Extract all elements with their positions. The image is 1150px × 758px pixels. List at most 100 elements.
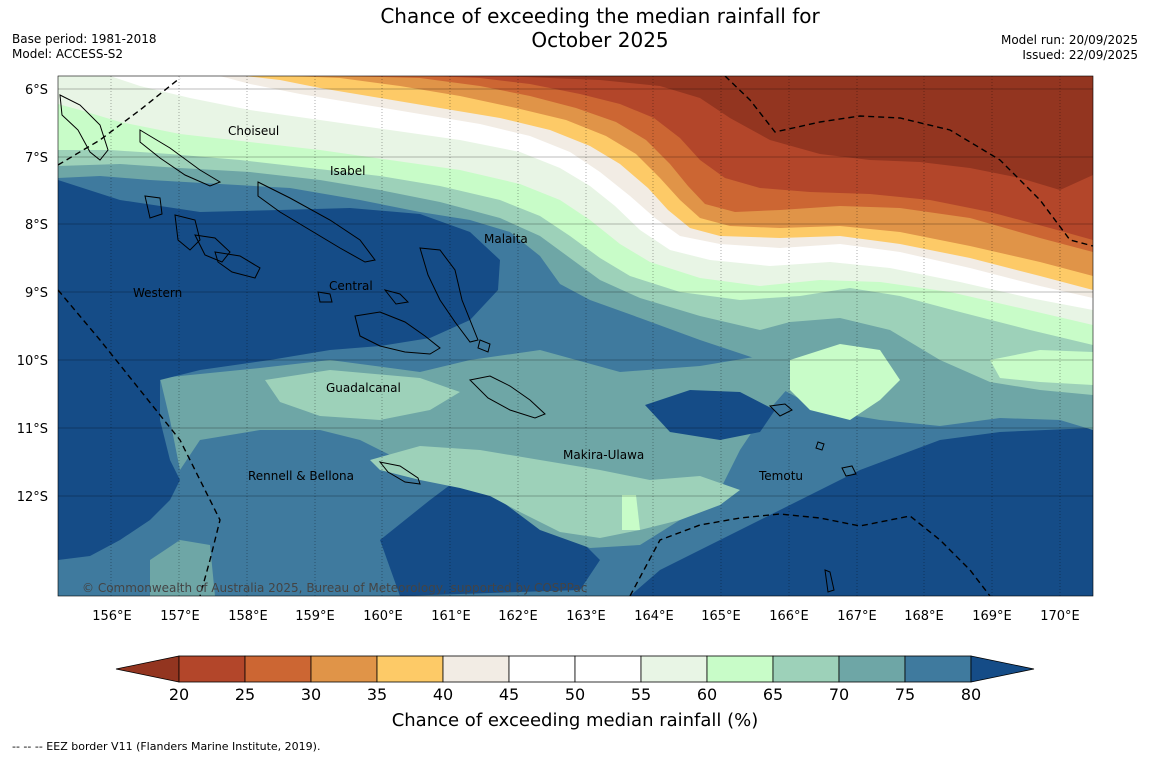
colorbar-segment [904, 655, 972, 683]
band-above-80-southeast [630, 428, 1093, 596]
guadalcanal-island [354, 311, 441, 355]
vangunu-island [194, 234, 231, 263]
lat-label: 10°S [17, 354, 48, 369]
band-65-70-makira [370, 446, 740, 538]
band-60-65-east-edge [990, 350, 1093, 385]
region-label-makira-ulawa: Makira-Ulawa [563, 448, 644, 462]
russell-islands [317, 291, 333, 303]
colorbar-segment [772, 655, 840, 683]
band-above-80-west [58, 180, 500, 560]
lat-label: 6°S [25, 83, 48, 98]
region-label-western: Western [133, 286, 182, 300]
colorbar-tick-label: 80 [961, 685, 981, 704]
lon-label: 167°E [837, 609, 877, 624]
colorbar-tick-label: 40 [433, 685, 453, 704]
colorbar-tick-label: 50 [565, 685, 585, 704]
small-malaita-island [477, 339, 491, 353]
colorbar-tick-label: 45 [499, 685, 519, 704]
lon-label: 158°E [228, 609, 268, 624]
colorbar-segment [244, 655, 312, 683]
bougainville-island [59, 94, 109, 161]
lon-label: 157°E [160, 609, 200, 624]
region-label-choiseul: Choiseul [228, 124, 279, 138]
lat-label: 7°S [25, 151, 48, 166]
lon-label: 165°E [701, 609, 741, 624]
colorbar-segment [574, 655, 642, 683]
choiseul-island [139, 129, 222, 187]
band-70-75-southwest [150, 540, 215, 596]
model-run-text: Model run: 20/09/2025 [1000, 33, 1138, 47]
region-labels: Choiseul Isabel Malaita Central Western … [133, 124, 803, 483]
region-label-malaita: Malaita [484, 232, 528, 246]
island-outlines [59, 94, 857, 593]
colorbar-tick-labels: 20 25 30 35 40 45 50 55 60 65 70 75 80 [169, 685, 981, 704]
rainfall-probability-field: © Commonwealth of Australia 2025, Bureau… [58, 76, 1093, 596]
colorbar: 20 25 30 35 40 45 50 55 60 65 70 75 80 Chance of exc… [115, 655, 1035, 731]
region-label-guadalcanal: Guadalcanal [326, 381, 401, 395]
colorbar-tick-label: 65 [763, 685, 783, 704]
lon-label: 166°E [769, 609, 809, 624]
lon-label: 161°E [431, 609, 471, 624]
band-60-65-east-patch [790, 344, 900, 420]
band-below-20 [500, 76, 1093, 190]
colorbar-tick-label: 20 [169, 685, 189, 704]
tinakula-island [815, 441, 825, 451]
band-65-70-guadalcanal [265, 370, 460, 420]
band-above-80-east-patch [645, 390, 775, 440]
issued-text: Issued: 22/09/2025 [1022, 48, 1138, 62]
region-label-isabel: Isabel [330, 164, 365, 178]
colorbar-tick-label: 75 [895, 685, 915, 704]
colorbar-segment [838, 655, 906, 683]
colorbar-segment [178, 655, 246, 683]
new-georgia-island [174, 214, 201, 251]
model-text: Model: ACCESS-S2 [12, 47, 124, 61]
colorbar-title: Chance of exceeding median rainfall (%) [392, 710, 759, 731]
colorbar-tick-label: 60 [697, 685, 717, 704]
rennell-island [378, 461, 421, 485]
florida-islands [383, 289, 410, 305]
colorbar-high-extension [970, 655, 1035, 683]
colorbar-tick-label: 25 [235, 685, 255, 704]
map-frame [57, 75, 1094, 597]
lon-label: 169°E [972, 609, 1012, 624]
region-label-central: Central [329, 279, 373, 293]
colorbar-tick-label: 55 [631, 685, 651, 704]
lon-label: 159°E [295, 609, 335, 624]
santa-isabel-island [257, 181, 376, 263]
makira-island [468, 375, 546, 419]
lat-label: 11°S [17, 422, 48, 437]
eez-borders [58, 76, 1093, 596]
colorbar-segment [376, 655, 444, 683]
lat-label: 12°S [17, 490, 48, 505]
colorbar-low-extension [115, 655, 180, 683]
longitude-axis: 156°E 157°E 158°E 159°E 160°E 161°E 162°… [92, 609, 1080, 624]
colorbar-segments [178, 655, 972, 683]
lat-label: 8°S [25, 218, 48, 233]
lon-label: 160°E [363, 609, 403, 624]
santa-cruz-island [768, 403, 793, 417]
vella-lavella-island [144, 195, 163, 219]
colorbar-segment [508, 655, 576, 683]
lat-label: 9°S [25, 286, 48, 301]
colorbar-tick-label: 70 [829, 685, 849, 704]
eez-footnote: -- -- -- EEZ border V11 (Flanders Marine… [12, 740, 321, 753]
region-label-temotu: Temotu [758, 469, 803, 483]
base-period-text: Base period: 1981-2018 [12, 32, 157, 46]
utupua-island [841, 465, 857, 477]
graticule [58, 88, 1093, 497]
lon-label: 163°E [566, 609, 606, 624]
map-figure: © Commonwealth of Australia 2025, Bureau… [17, 75, 1094, 731]
map-title-line1: Chance of exceeding the median rainfall … [380, 4, 820, 28]
latitude-axis: 6°S 7°S 8°S 9°S 10°S 11°S 12°S [17, 83, 48, 505]
colorbar-segment [310, 655, 378, 683]
copyright-notice: © Commonwealth of Australia 2025, Bureau… [82, 581, 587, 595]
colorbar-segment [706, 655, 774, 683]
colorbar-tick-label: 35 [367, 685, 387, 704]
lon-label: 162°E [498, 609, 538, 624]
lon-label: 170°E [1040, 609, 1080, 624]
map-title-line2: October 2025 [531, 28, 669, 52]
colorbar-tick-label: 30 [301, 685, 321, 704]
lon-label: 164°E [634, 609, 674, 624]
band-60-65-patch [622, 495, 640, 530]
colorbar-segment [640, 655, 708, 683]
